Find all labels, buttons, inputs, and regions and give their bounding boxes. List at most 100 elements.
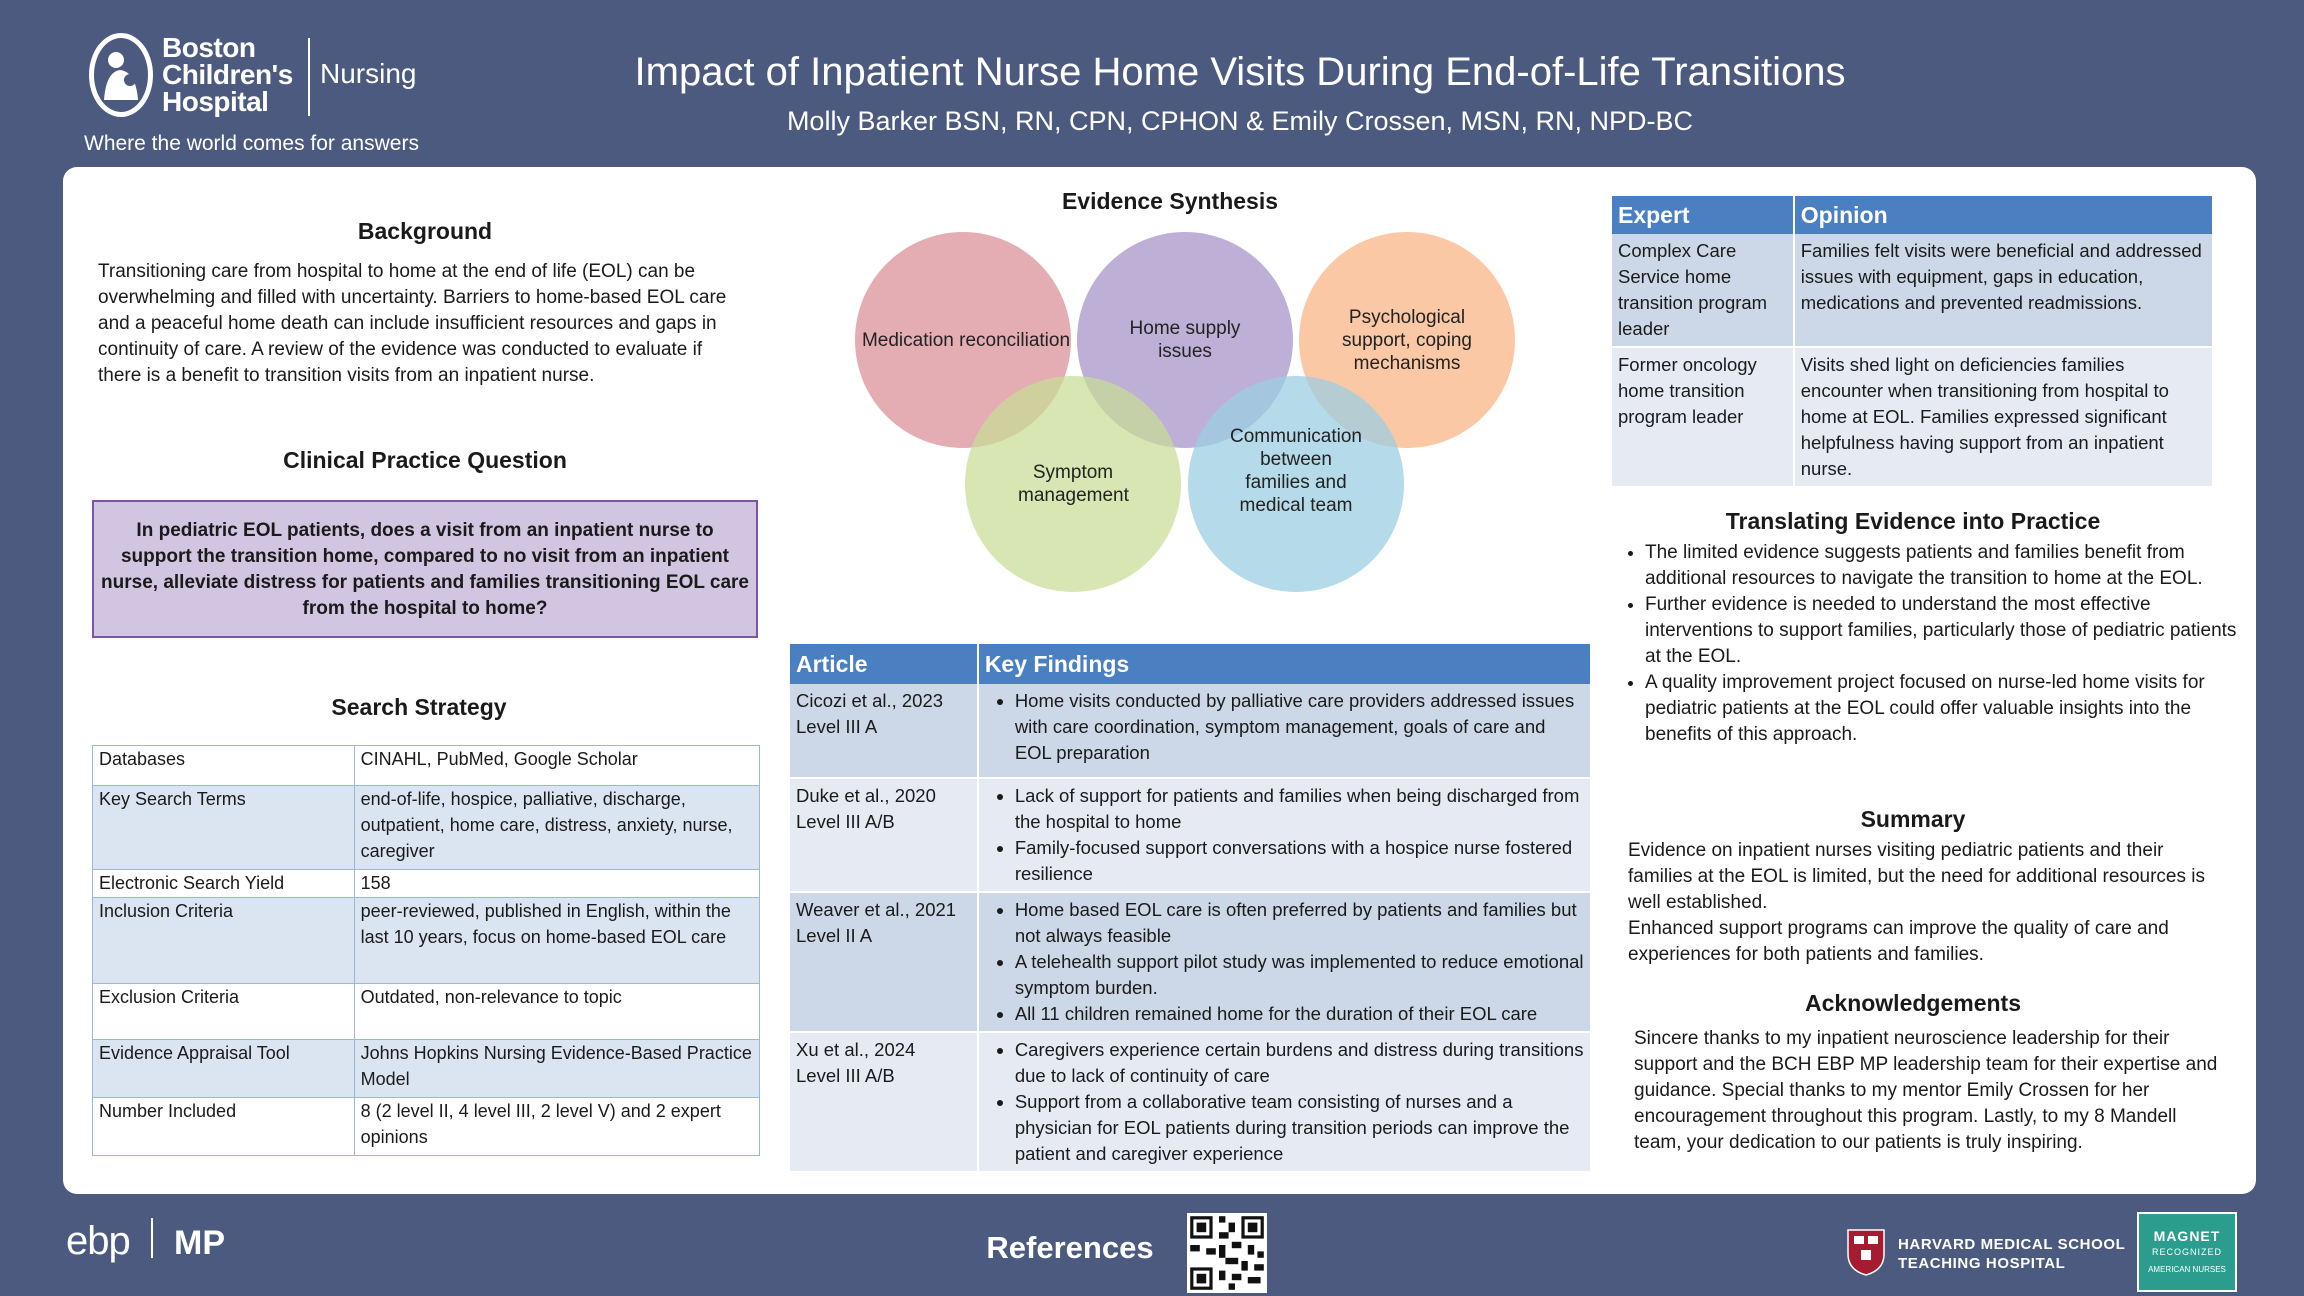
summary-heading: Summary (1860, 806, 1966, 832)
venn-label: Medication reconciliation (861, 329, 1071, 351)
logo-name-line3: Hospital (162, 86, 269, 117)
summary-paragraph: Enhanced support programs can improve th… (1628, 918, 2169, 965)
synthesis-heading: Evidence Synthesis (1061, 188, 1279, 214)
finding-item: Caregivers experience certain burdens an… (1015, 1037, 1584, 1089)
table-row: Former oncology home transition program … (1612, 347, 2215, 488)
table-row: Complex Care Service home transition pro… (1612, 234, 2215, 348)
table-row: Inclusion Criteria peer-reviewed, publish… (92, 897, 761, 984)
table-row: Evidence Appraisal Tool Johns Hopkins Nur… (92, 1039, 761, 1098)
search-value: CINAHL, PubMed, Google Scholar (353, 745, 761, 786)
search-table: Databases CINAHL, PubMed, Google Scholar … (92, 745, 761, 1156)
ebp-mp-text: MP (174, 1224, 225, 1262)
venn-label: Symptom management (1018, 462, 1129, 506)
magnet-badge: MAGNET RECOGNIZED AMERICAN NURSES (2137, 1212, 2237, 1292)
hospital-logo-text: Boston Children's Hospital (162, 32, 293, 117)
column-header-article: Article (790, 644, 979, 684)
expert-table: Expert Opinion Complex Care Service home … (1612, 196, 2215, 488)
hms-logo-text: HARVARD MEDICAL SCHOOL TEACHING HOSPITAL (1898, 1235, 2125, 1273)
search-label: Electronic Search Yield (92, 869, 355, 898)
search-value: Outdated, non-relevance to topic (353, 983, 761, 1040)
table-row: Databases CINAHL, PubMed, Google Scholar (92, 745, 761, 786)
ebp-logo-text: ebp (66, 1219, 131, 1263)
hms-line2: TEACHING HOSPITAL (1898, 1255, 2066, 1272)
article-level: Level III A (796, 716, 878, 737)
finding-item: Support from a collaborative team consis… (1015, 1089, 1584, 1167)
search-heading: Search Strategy (331, 694, 507, 720)
table-row: Weaver et al., 2021 Level II A Home based… (790, 892, 1593, 1033)
search-label: Number Included (92, 1097, 355, 1156)
finding-item: A telehealth support pilot study was imp… (1015, 949, 1584, 1001)
magnet-line3: AMERICAN NURSES (2148, 1265, 2226, 1274)
magnet-line1: MAGNET (2153, 1228, 2221, 1244)
search-label: Inclusion Criteria (92, 897, 355, 984)
venn-label: Psychological support, coping mechanisms (1342, 306, 1472, 374)
logo-name-line2: Children's (162, 59, 293, 90)
article-citation: Cicozi et al., 2023 (796, 690, 944, 711)
table-row: Cicozi et al., 2023 Level III A Home visi… (790, 684, 1593, 779)
poster-title: Impact of Inpatient Nurse Home Visits Du… (634, 50, 1846, 94)
search-label: Exclusion Criteria (92, 983, 355, 1040)
search-label: Evidence Appraisal Tool (92, 1039, 355, 1098)
search-value: Johns Hopkins Nursing Evidence-Based Pra… (353, 1039, 761, 1098)
summary-paragraph: Evidence on inpatient nurses visiting pe… (1628, 840, 2205, 913)
search-value: end-of-life, hospice, palliative, discha… (353, 785, 761, 870)
article-level: Level II A (796, 925, 873, 946)
ebp-mp-logo: ebp MP (66, 1218, 225, 1264)
hms-line1: HARVARD MEDICAL SCHOOL (1898, 1236, 2126, 1253)
venn-circle-communication: Communication between families and medic… (1188, 376, 1404, 592)
search-value: peer-reviewed, published in English, wit… (353, 897, 761, 984)
expert-opinion: Families felt visits were beneficial and… (1793, 234, 2215, 348)
references-link[interactable]: References (986, 1230, 1154, 1265)
finding-item: Family-focused support conversations wit… (1015, 835, 1584, 887)
logo-name-line1: Boston (162, 32, 256, 63)
qr-code-icon[interactable] (1187, 1213, 1267, 1293)
column-header-expert: Expert (1612, 196, 1795, 234)
list-item: A quality improvement project focused on… (1645, 670, 2245, 748)
search-value: 158 (353, 869, 761, 898)
acknowledgements-text: Sincere thanks to my inpatient neuroscie… (1634, 1028, 2218, 1153)
venn-label: Home supply issues (1129, 318, 1241, 362)
background-heading: Background (357, 218, 493, 244)
column-header-findings: Key Findings (977, 644, 1593, 684)
table-row: Duke et al., 2020 Level III A/B Lack of s… (790, 778, 1593, 893)
logo-nursing: Nursing (320, 58, 417, 89)
finding-item: Lack of support for patients and familie… (1015, 783, 1584, 835)
table-row: Exclusion Criteria Outdated, non-relevanc… (92, 983, 761, 1040)
article-citation: Xu et al., 2024 (796, 1039, 916, 1060)
table-row: Xu et al., 2024 Level III A/B Caregivers … (790, 1032, 1593, 1173)
expert-name: Complex Care Service home transition pro… (1612, 234, 1795, 348)
article-citation: Duke et al., 2020 (796, 785, 936, 806)
article-level: Level III A/B (796, 1065, 895, 1086)
list-item: The limited evidence suggests patients a… (1645, 540, 2245, 592)
ebp-divider (150, 1218, 153, 1258)
translating-list: The limited evidence suggests patients a… (1612, 540, 2245, 748)
article-citation: Weaver et al., 2021 (796, 899, 957, 920)
findings-table: Article Key Findings Cicozi et al., 2023 L… (790, 644, 1593, 1173)
harvard-shield-icon (1847, 1229, 1885, 1276)
search-label: Databases (92, 745, 355, 786)
hospital-logo-icon (89, 33, 153, 117)
article-level: Level III A/B (796, 811, 895, 832)
table-row: Key Search Terms end-of-life, hospice, pa… (92, 785, 761, 870)
finding-item: Home based EOL care is often preferred b… (1015, 897, 1584, 949)
search-value: 8 (2 level II, 4 level III, 2 level V) a… (353, 1097, 761, 1156)
poster-authors: Molly Barker BSN, RN, CPN, CPHON & Emily… (786, 106, 1694, 136)
cpq-box: In pediatric EOL patients, does a visit … (92, 500, 758, 638)
search-label: Key Search Terms (92, 785, 355, 870)
magnet-line2: RECOGNIZED (2151, 1247, 2222, 1257)
finding-item: Home visits conducted by palliative care… (1015, 688, 1584, 766)
table-row: Number Included 8 (2 level II, 4 level II… (92, 1097, 761, 1156)
background-text: Transitioning care from hospital to home… (98, 261, 727, 386)
translating-heading: Translating Evidence into Practice (1725, 508, 2101, 534)
acknowledgements-heading: Acknowledgements (1805, 990, 2021, 1016)
logo-divider (308, 38, 310, 116)
table-row: Electronic Search Yield 158 (92, 869, 761, 898)
expert-name: Former oncology home transition program … (1612, 347, 1795, 488)
venn-label: Communication between families and medic… (1230, 426, 1362, 516)
tagline: Where the world comes for answers (84, 132, 419, 155)
cpq-heading: Clinical Practice Question (283, 447, 567, 473)
venn-circle-symptom: Symptom management (965, 376, 1181, 592)
finding-item: All 11 children remained home for the du… (1015, 1001, 1584, 1027)
expert-opinion: Visits shed light on deficiencies famili… (1793, 347, 2215, 488)
list-item: Further evidence is needed to understand… (1645, 592, 2245, 670)
